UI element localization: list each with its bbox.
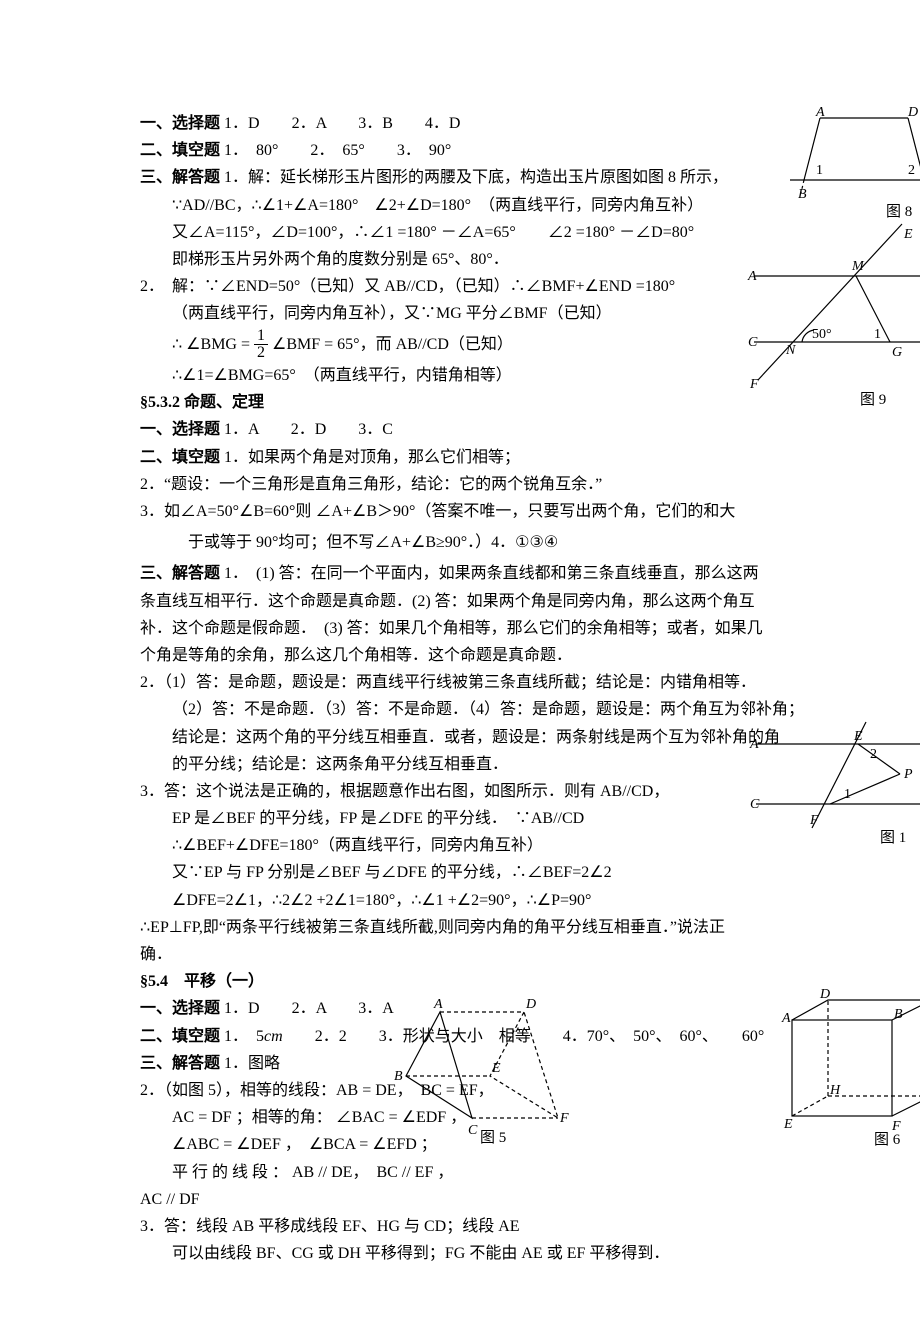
sec1-choice: 一、选择题 1．D 2．A 3．B 4．D (140, 110, 860, 137)
figure-6-caption: 图 6 (874, 1131, 901, 1148)
figure-5: A B C D E F 图 5 (398, 1004, 588, 1144)
sec1-fill: 二、填空题 1． 80° 2． 65° 3． 90° (140, 137, 860, 164)
sec532-ans3-l7: 确． (140, 941, 860, 968)
svg-text:N: N (785, 343, 796, 358)
sec532-fill1-text: 1．如果两个角是对顶角，那么它们相等； (224, 449, 520, 466)
svg-text:50°: 50° (812, 327, 832, 342)
svg-text:2: 2 (870, 747, 877, 762)
figure-8-caption: 图 8 (886, 203, 912, 220)
svg-text:1: 1 (816, 163, 823, 178)
sec532-fill3b: 于或等于 90°均可；但不写∠A+∠B≥90°．）4．①③④ (140, 529, 860, 556)
sec532-ans2-l1: 2．（1）答：是命题，题设是：两直线平行线被第三条直线所截；结论是：内错角相等． (140, 669, 860, 696)
sec532-ans3-l4: 又∵EP 与 FP 分别是∠BEF 与∠DFE 的平分线，∴∠BEF=2∠2 (140, 859, 860, 886)
svg-text:A: A (747, 269, 757, 284)
svg-text:C: C (750, 797, 760, 812)
figure-9: A B C D E F M N G 1 50° 图 9 (744, 230, 920, 410)
svg-text:D: D (907, 105, 918, 120)
svg-text:D: D (819, 987, 830, 1002)
sec54-ans1-text: 1．图略 (224, 1055, 280, 1072)
figure-6: A B C D E F G H 图 6 (784, 998, 920, 1148)
sec532-choice: 一、选择题 1．A 2．D 3．C (140, 416, 860, 443)
svg-text:H: H (829, 1083, 841, 1098)
svg-text:P: P (903, 767, 913, 782)
sec532-fill1: 二、填空题 1．如果两个角是对顶角，那么它们相等； (140, 444, 860, 471)
sec1-ans2-eq-post: ∠BMF = 65°，而 AB//CD（已知） (272, 335, 513, 352)
sec532-fill3: 3．如∠A=50°∠B=60°则 ∠A+∠B＞90°（答案不唯一，只要写出两个角… (140, 498, 860, 525)
svg-text:E: E (783, 1117, 793, 1132)
fraction-one-half: 12 (254, 328, 268, 363)
sec1-choice-ans: 1．D 2．A 3．B 4．D (224, 115, 460, 132)
figure-5-caption: 图 5 (480, 1129, 506, 1146)
sec532-ans1-l1: 三、解答题 1． (1) 答：在同一个平面内，如果两条直线都和第三条直线垂直，那… (140, 560, 860, 587)
svg-text:C: C (468, 1123, 478, 1138)
sec532-fill-head: 二、填空题 (140, 449, 220, 466)
svg-text:2: 2 (908, 163, 915, 178)
sec54-ans3-l1: 3．答：线段 AB 平移成线段 EF、HG 与 CD；线段 AE (140, 1213, 860, 1240)
svg-text:B: B (798, 187, 807, 202)
sec1-fill-ans: 1． 80° 2． 65° 3． 90° (224, 142, 451, 159)
sec1-ans1-l2: ∵AD//BC，∴∠1+∠A=180° ∠2+∠D=180° （两直线平行，同旁… (140, 192, 860, 219)
sec532-ans2-l2: （2）答：不是命题．（3）答：不是命题．（4）答：是命题，题设是：两个角互为邻补… (140, 696, 860, 723)
svg-text:A: A (781, 1011, 791, 1026)
sec1-ans-head: 三、解答题 (140, 169, 220, 186)
svg-text:E: E (903, 227, 913, 242)
sec1-fill-head: 二、填空题 (140, 142, 220, 159)
svg-text:G: G (892, 345, 902, 360)
sec1-choice-head: 一、选择题 (140, 115, 220, 132)
sec1-ans1-l1: 三、解答题 1．解：延长梯形玉片图形的两腰及下底，构造出玉片原图如图 8 所示， (140, 164, 860, 191)
sec532-ans1-l1-text: 1． (1) 答：在同一个平面内，如果两条直线都和第三条直线垂直，那么这两 (224, 565, 759, 582)
svg-text:1: 1 (874, 327, 881, 342)
svg-text:F: F (559, 1111, 569, 1126)
sec532-fill2: 2．“题设：一个三角形是直角三角形，结论：它的两个锐角互余．” (140, 471, 860, 498)
svg-text:C: C (748, 335, 758, 350)
svg-text:1: 1 (844, 787, 851, 802)
sec532-ans1-l3: 补．这个命题是假命题． (3) 答：如果几个角相等，那么它们的余角相等；或者，如… (140, 615, 860, 642)
svg-text:E: E (491, 1061, 501, 1076)
sec1-ans1-l1-text: 1．解：延长梯形玉片图形的两腰及下底，构造出玉片原图如图 8 所示， (224, 169, 728, 186)
svg-text:A: A (749, 737, 759, 752)
svg-text:E: E (853, 729, 863, 744)
sec54-ans3-l2: 可以由线段 BF、CG 或 DH 平移得到；FG 不能由 AE 或 EF 平移得… (140, 1240, 860, 1267)
svg-text:A: A (433, 997, 443, 1012)
figure-1: A B C D E F P 2 1 图 1 (750, 728, 920, 848)
figure-9-caption: 图 9 (860, 391, 886, 408)
svg-text:B: B (394, 1069, 403, 1084)
sec532-ans3-l6: ∴EP⊥FP,即“两条平行线被第三条直线所截,则同旁内角的角平分线互相垂直．”说… (140, 914, 860, 941)
sec54-ans2-l4: 平 行 的 线 段 ： AB // DE， BC // EF ， (140, 1159, 860, 1186)
svg-text:B: B (894, 1007, 903, 1022)
sec1-ans2-eq-pre: ∴ ∠BMG = (172, 335, 250, 352)
section-5-4-heading: §5.4 平移（一） (140, 968, 860, 995)
figure-1-caption: 图 1 (880, 829, 906, 846)
svg-text:M: M (851, 259, 865, 274)
svg-text:F: F (809, 813, 819, 828)
svg-text:F: F (749, 377, 759, 392)
sec532-ans1-l4: 个角是等角的余角，那么这几个角相等．这个命题是真命题． (140, 642, 860, 669)
svg-text:D: D (525, 997, 536, 1012)
sec532-ans-head: 三、解答题 (140, 565, 220, 582)
sec532-ans3-l5: ∠DFE=2∠1，∴2∠2 +2∠1=180°，∴∠1 +∠2=90°，∴∠P=… (140, 887, 860, 914)
sec54-ans-head: 三、解答题 (140, 1055, 220, 1072)
sec54-ans2-l5: AC // DF (140, 1186, 860, 1213)
sec532-ans1-l2: 条直线互相平行．这个命题是真命题．(2) 答：如果两个角是同旁内角，那么这两个角… (140, 588, 860, 615)
figure-8: A D 1 2 B C 图 8 (790, 108, 920, 218)
svg-text:A: A (815, 105, 825, 120)
